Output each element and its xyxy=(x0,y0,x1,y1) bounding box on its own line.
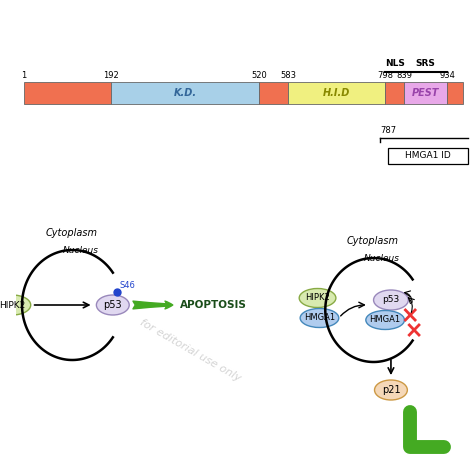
Bar xyxy=(404,82,447,104)
Text: H.I.D: H.I.D xyxy=(323,88,350,98)
Bar xyxy=(24,82,110,104)
Text: NLS: NLS xyxy=(385,59,405,68)
Text: HMGA1 ID: HMGA1 ID xyxy=(405,152,451,161)
Text: 192: 192 xyxy=(103,71,118,80)
Ellipse shape xyxy=(366,310,404,329)
Text: HMGA1: HMGA1 xyxy=(304,313,335,322)
Bar xyxy=(385,82,404,104)
Ellipse shape xyxy=(96,295,129,315)
Text: 934: 934 xyxy=(439,71,455,80)
Text: K.D.: K.D. xyxy=(173,88,197,98)
Text: Cytoplasm: Cytoplasm xyxy=(45,228,97,238)
Bar xyxy=(110,82,259,104)
Text: PEST: PEST xyxy=(412,88,439,98)
Text: Nucleus: Nucleus xyxy=(364,254,400,263)
Bar xyxy=(388,148,468,164)
Text: for editorial use only: for editorial use only xyxy=(138,317,242,383)
Text: SRS: SRS xyxy=(416,59,436,68)
Text: 787: 787 xyxy=(381,126,397,135)
Text: HMGA1: HMGA1 xyxy=(370,316,401,325)
Ellipse shape xyxy=(299,289,336,308)
Ellipse shape xyxy=(300,309,339,328)
Text: Cytoplasm: Cytoplasm xyxy=(346,236,399,246)
Ellipse shape xyxy=(374,380,407,400)
Text: p53: p53 xyxy=(383,295,400,304)
Text: p53: p53 xyxy=(103,300,122,310)
Text: 583: 583 xyxy=(280,71,296,80)
Text: 839: 839 xyxy=(396,71,412,80)
Text: 1: 1 xyxy=(21,71,27,80)
Text: S46: S46 xyxy=(119,281,136,290)
Ellipse shape xyxy=(0,295,31,315)
Text: APOPTOSIS: APOPTOSIS xyxy=(181,300,247,310)
Bar xyxy=(447,82,464,104)
Text: 520: 520 xyxy=(251,71,267,80)
Text: HIPK2: HIPK2 xyxy=(0,301,26,310)
Bar xyxy=(288,82,385,104)
Ellipse shape xyxy=(374,290,408,310)
Text: 798: 798 xyxy=(377,71,393,80)
Text: Nucleus: Nucleus xyxy=(63,246,99,255)
Text: HIPK2: HIPK2 xyxy=(305,293,330,302)
Bar xyxy=(259,82,288,104)
Text: p21: p21 xyxy=(382,385,400,395)
